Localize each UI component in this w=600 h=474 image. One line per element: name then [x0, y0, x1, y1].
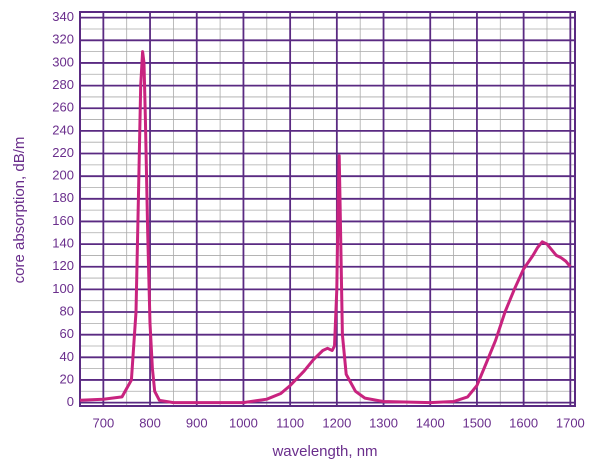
y-tick-label: 320 — [52, 32, 74, 47]
y-tick-label: 240 — [52, 122, 74, 137]
y-tick-label: 340 — [52, 9, 74, 24]
plot-frame — [79, 11, 576, 407]
x-axis-title: wavelength, nm — [271, 443, 377, 460]
y-tick-label: 180 — [52, 190, 74, 205]
y-tick-label: 20 — [60, 371, 74, 386]
x-tick-label: 1100 — [276, 415, 304, 430]
y-tick-label: 160 — [52, 213, 74, 228]
y-tick-label: 80 — [60, 303, 74, 318]
y-tick-label: 200 — [52, 168, 74, 183]
y-tick-label: 40 — [60, 349, 74, 364]
data-line — [79, 50, 572, 405]
x-tick-label: 1400 — [416, 415, 445, 430]
y-tick-label: 120 — [52, 258, 74, 273]
x-tick-label: 1000 — [229, 415, 258, 430]
y-tick-label: 300 — [52, 54, 74, 69]
y-tick-label: 220 — [52, 145, 74, 160]
x-tick-label: 800 — [139, 415, 161, 430]
y-tick-label: 140 — [52, 236, 74, 251]
x-tick-label: 1600 — [509, 415, 538, 430]
x-tick-label: 700 — [92, 415, 114, 430]
y-tick-label: 280 — [52, 77, 74, 92]
x-tick-label: 900 — [186, 415, 208, 430]
y-tick-label: 100 — [52, 281, 74, 296]
x-tick-label: 1300 — [369, 415, 398, 430]
y-tick-label: 60 — [60, 326, 74, 341]
y-axis-title: core absorption, dB/m — [11, 137, 28, 284]
x-tick-label: 1500 — [462, 415, 491, 430]
y-tick-label: 260 — [52, 100, 74, 115]
y-tick-label: 0 — [67, 394, 74, 409]
x-tick-label: 1200 — [322, 415, 351, 430]
x-tick-label: 1700 — [556, 415, 585, 430]
